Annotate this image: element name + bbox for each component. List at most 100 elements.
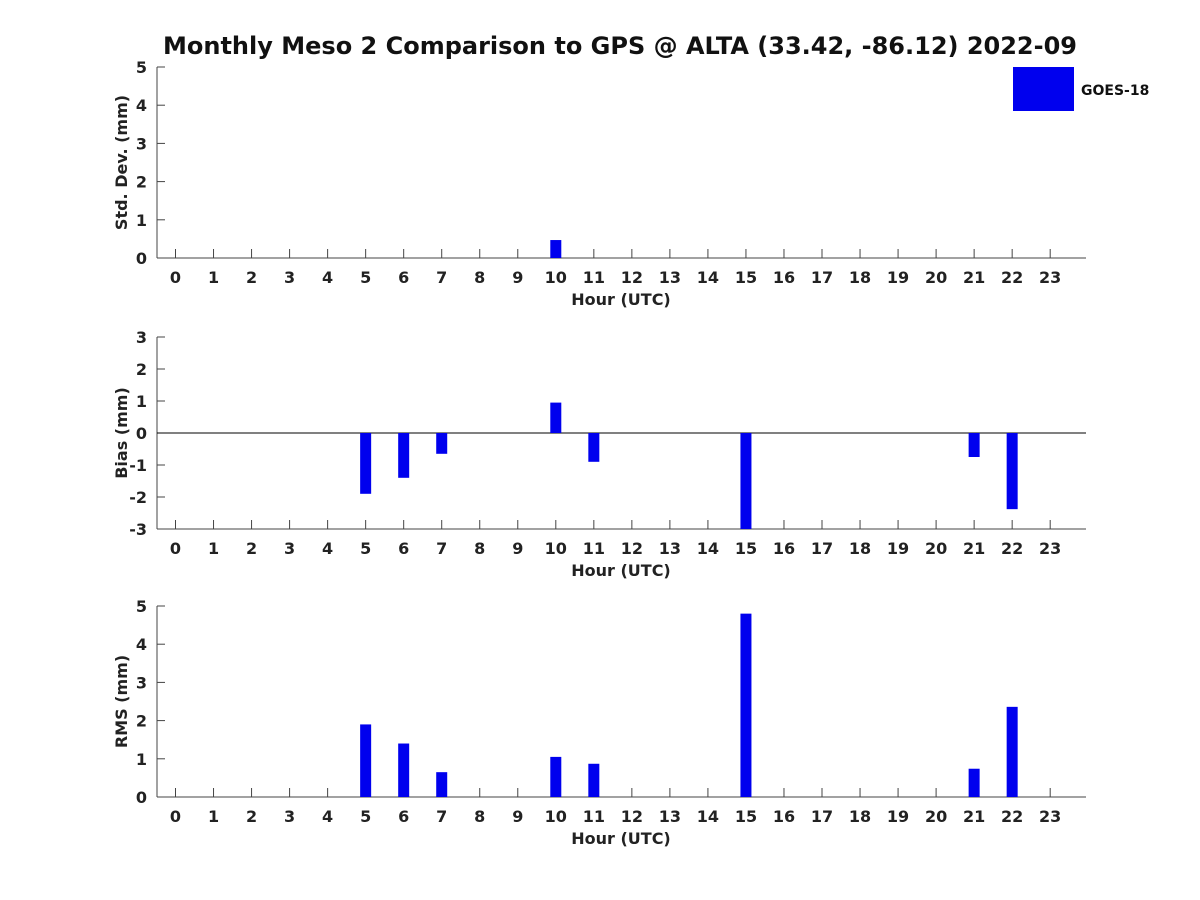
x-tick-label: 9	[512, 539, 523, 558]
x-tick-label: 5	[360, 268, 371, 287]
bar-hour-5	[360, 724, 372, 797]
x-tick-label: 14	[697, 807, 719, 826]
x-tick-label: 6	[398, 539, 409, 558]
x-tick-label: 9	[512, 268, 523, 287]
x-tick-label: 18	[849, 539, 871, 558]
x-tick-label: 13	[659, 268, 681, 287]
y-tick-label: 0	[136, 788, 147, 807]
x-axis-label: Hour (UTC)	[571, 290, 671, 309]
x-tick-label: 20	[925, 807, 947, 826]
x-tick-label: 1	[208, 539, 219, 558]
y-tick-label: 3	[136, 328, 147, 347]
x-tick-label: 18	[849, 268, 871, 287]
bar-hour-6	[398, 743, 410, 797]
x-tick-label: 12	[621, 539, 643, 558]
bar-hour-6	[398, 433, 410, 478]
x-tick-label: 0	[170, 539, 181, 558]
x-tick-label: 0	[170, 268, 181, 287]
x-tick-label: 1	[208, 807, 219, 826]
bar-hour-11	[588, 433, 600, 462]
legend-label: GOES-18	[1081, 83, 1149, 99]
x-tick-label: 15	[735, 268, 757, 287]
x-tick-label: 5	[360, 807, 371, 826]
x-tick-label: 10	[545, 807, 567, 826]
y-tick-label: 5	[136, 58, 147, 77]
x-tick-label: 17	[811, 539, 833, 558]
x-tick-label: 13	[659, 807, 681, 826]
x-tick-label: 23	[1039, 539, 1061, 558]
x-tick-label: 9	[512, 807, 523, 826]
x-tick-label: 2	[246, 268, 257, 287]
x-tick-label: 7	[436, 807, 447, 826]
x-tick-label: 14	[697, 539, 719, 558]
y-tick-label: -3	[129, 520, 147, 539]
x-tick-label: 8	[474, 268, 485, 287]
bar-hour-10	[550, 402, 562, 433]
x-axis-label: Hour (UTC)	[571, 829, 671, 848]
bar-hour-5	[360, 433, 372, 494]
x-tick-label: 3	[284, 807, 295, 826]
x-tick-label: 8	[474, 807, 485, 826]
x-tick-label: 21	[963, 539, 985, 558]
y-tick-label: -2	[129, 488, 147, 507]
x-tick-label: 23	[1039, 268, 1061, 287]
x-tick-label: 14	[697, 268, 719, 287]
x-tick-label: 20	[925, 539, 947, 558]
y-tick-label: 2	[136, 712, 147, 731]
x-tick-label: 17	[811, 807, 833, 826]
x-tick-label: 3	[284, 539, 295, 558]
x-tick-label: 10	[545, 268, 567, 287]
bar-hour-22	[1006, 706, 1018, 797]
x-tick-label: 15	[735, 807, 757, 826]
bar-hour-15	[740, 613, 752, 797]
bar-hour-10	[550, 240, 562, 258]
bar-hour-7	[436, 433, 448, 454]
y-tick-label: 1	[136, 392, 147, 411]
x-tick-label: 10	[545, 539, 567, 558]
x-tick-label: 2	[246, 807, 257, 826]
bar-hour-11	[588, 763, 600, 797]
x-tick-label: 16	[773, 807, 795, 826]
bar-hour-21	[968, 433, 980, 457]
x-tick-label: 3	[284, 268, 295, 287]
x-tick-label: 8	[474, 539, 485, 558]
y-tick-label: 2	[136, 360, 147, 379]
x-tick-label: 21	[963, 807, 985, 826]
x-tick-label: 11	[583, 807, 605, 826]
bar-hour-21	[968, 768, 980, 797]
x-tick-label: 4	[322, 539, 333, 558]
x-tick-label: 2	[246, 539, 257, 558]
x-tick-label: 19	[887, 807, 909, 826]
y-tick-label: 2	[136, 173, 147, 192]
x-tick-label: 0	[170, 807, 181, 826]
x-tick-label: 6	[398, 268, 409, 287]
y-tick-label: 4	[136, 96, 147, 115]
x-tick-label: 13	[659, 539, 681, 558]
bar-hour-15	[740, 433, 752, 529]
x-tick-label: 7	[436, 268, 447, 287]
x-tick-label: 11	[583, 268, 605, 287]
y-axis-label: RMS (mm)	[112, 655, 131, 748]
x-tick-label: 23	[1039, 807, 1061, 826]
x-tick-label: 11	[583, 539, 605, 558]
x-tick-label: 6	[398, 807, 409, 826]
x-tick-label: 7	[436, 539, 447, 558]
chart-title: Monthly Meso 2 Comparison to GPS @ ALTA …	[163, 32, 1077, 60]
bar-hour-22	[1006, 433, 1018, 510]
x-tick-label: 1	[208, 268, 219, 287]
legend-swatch	[1013, 67, 1074, 111]
y-tick-label: 1	[136, 211, 147, 230]
x-tick-label: 21	[963, 268, 985, 287]
x-tick-label: 18	[849, 807, 871, 826]
y-tick-label: 3	[136, 134, 147, 153]
y-axis-label: Bias (mm)	[112, 387, 131, 479]
x-tick-label: 22	[1001, 539, 1023, 558]
x-tick-label: 19	[887, 268, 909, 287]
y-axis-label: Std. Dev. (mm)	[112, 95, 131, 230]
x-tick-label: 4	[322, 807, 333, 826]
y-tick-label: 4	[136, 635, 147, 654]
